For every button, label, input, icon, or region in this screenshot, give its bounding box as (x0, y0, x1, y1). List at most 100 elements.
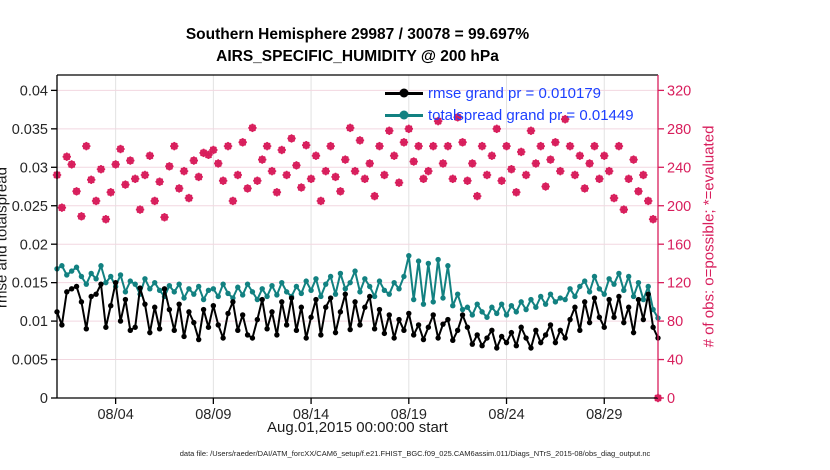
totalspread-marker (367, 283, 373, 290)
obs-evaluated-marker (356, 136, 364, 144)
rmse-marker (474, 332, 480, 338)
left-tick-label: 0.03 (20, 160, 48, 176)
totalspread-marker (440, 295, 446, 301)
right-tick-label: 200 (667, 199, 691, 215)
totalspread-marker (582, 278, 588, 284)
totalspread-marker (308, 287, 314, 294)
totalspread-marker (371, 293, 378, 300)
totalspread-marker (103, 279, 109, 286)
rmse-marker (645, 291, 651, 297)
obs-evaluated-marker (68, 160, 76, 168)
obs-evaluated-marker (77, 212, 85, 220)
rmse-marker (122, 296, 129, 303)
right-tick-label: 280 (667, 122, 691, 138)
totalspread-marker (152, 279, 158, 286)
totalspread-marker (601, 291, 607, 297)
totalspread-marker (64, 272, 70, 278)
rmse-marker (630, 329, 637, 336)
totalspread-line (56, 254, 659, 319)
legend: rmse grand pr = 0.010179 totalspread gra… (385, 82, 634, 126)
obs-evaluated-marker (498, 177, 506, 185)
rmse-marker (415, 322, 422, 328)
rmse-marker (186, 309, 192, 315)
totalspread-marker (635, 279, 642, 286)
obs-evaluated-marker (395, 179, 403, 187)
obs-evaluated-marker (97, 165, 105, 173)
totalspread-marker (630, 293, 637, 300)
rmse-marker (464, 324, 471, 330)
obs-evaluated-marker (546, 156, 555, 164)
left-tick-label: 0 (40, 391, 48, 407)
rmse-marker (513, 343, 520, 349)
obs-evaluated-marker (131, 175, 139, 183)
rmse-marker (112, 279, 119, 286)
rmse-marker (176, 301, 182, 307)
totalspread-marker (528, 296, 534, 303)
rmse-marker (191, 319, 197, 326)
rmse-marker (225, 310, 231, 317)
totalspread-marker (98, 263, 104, 269)
totalspread-marker (625, 273, 632, 280)
rmse-marker (264, 326, 270, 332)
obs-evaluated-marker (610, 194, 618, 202)
rmse-marker (401, 327, 407, 334)
obs-evaluated-marker (424, 167, 432, 175)
rmse-marker (274, 332, 280, 338)
obs-evaluated-marker (522, 171, 530, 179)
rmse-marker (239, 312, 246, 318)
rmse-marker (538, 339, 544, 346)
obs-evaluated-marker (595, 175, 603, 183)
totalspread-marker (484, 314, 490, 320)
obs-evaluated-marker (175, 184, 183, 192)
totalspread-marker (132, 281, 138, 287)
totalspread-marker (410, 296, 417, 303)
obs-evaluated-marker (219, 177, 227, 185)
totalspread-marker (298, 290, 305, 297)
obs-evaluated-marker (439, 159, 447, 167)
rmse-marker (572, 304, 578, 310)
rmse-marker (293, 327, 300, 334)
totalspread-marker (93, 276, 99, 282)
obs-evaluated-marker (385, 127, 393, 135)
obs-evaluated-marker (459, 138, 467, 146)
obs-evaluated-marker (195, 173, 203, 181)
obs-evaluated-marker (121, 181, 129, 189)
obs-evaluated-marker (493, 125, 501, 133)
rmse-marker (318, 332, 324, 338)
rmse-marker (332, 329, 339, 336)
totalspread-marker (171, 289, 177, 295)
totalspread-marker (323, 281, 329, 287)
obs-evaluated-marker (185, 194, 193, 202)
totalspread-marker (254, 296, 261, 303)
obs-evaluated-marker (317, 197, 325, 205)
rmse-marker (391, 335, 397, 341)
rmse-marker (357, 322, 363, 328)
totalspread-marker (73, 264, 80, 270)
totalspread-marker (88, 270, 94, 277)
totalspread-marker (513, 309, 520, 315)
totalspread-marker (191, 291, 197, 297)
totalspread-marker (156, 287, 163, 294)
totalspread-marker (542, 301, 549, 307)
rmse-marker (567, 316, 573, 323)
x-tick-label: 08/19 (391, 407, 427, 423)
rmse-marker (230, 299, 236, 305)
obs-evaluated-marker (615, 142, 623, 150)
rmse-marker (147, 329, 153, 336)
totalspread-marker (459, 306, 466, 313)
obs-evaluated-marker (415, 142, 423, 150)
totalspread-marker-icon (399, 110, 409, 120)
totalspread-marker (244, 281, 251, 287)
obs-evaluated-marker (322, 167, 330, 175)
totalspread-marker (122, 289, 129, 295)
rmse-marker (489, 327, 495, 334)
rmse-marker (484, 335, 490, 341)
obs-evaluated-marker (605, 167, 613, 175)
totalspread-marker (313, 276, 319, 282)
totalspread-marker (645, 283, 651, 290)
rmse-marker (362, 304, 368, 310)
totalspread-marker (479, 309, 485, 315)
x-tick-label: 08/24 (488, 407, 524, 423)
rmse-marker (479, 343, 485, 349)
